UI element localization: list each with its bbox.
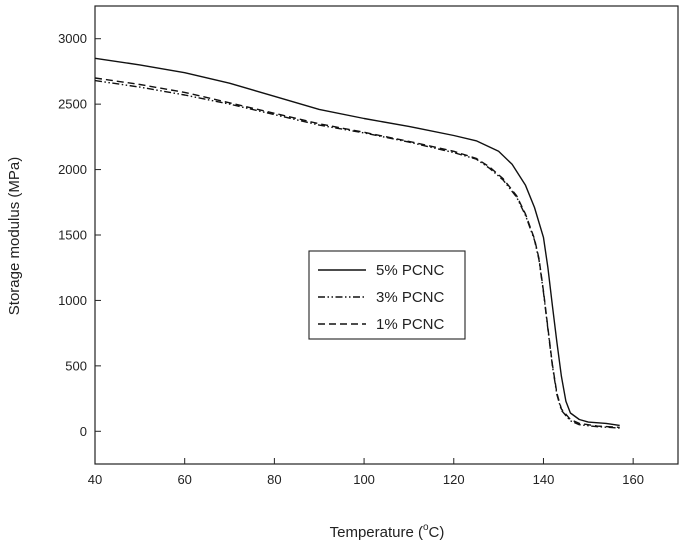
- x-tick-label: 140: [533, 472, 555, 487]
- x-axis-label-degree: o: [423, 522, 429, 533]
- y-tick-label: 2500: [58, 97, 87, 112]
- y-tick-label: 500: [65, 358, 87, 373]
- x-axis-label: Temperature (oC): [330, 522, 445, 541]
- x-tick-label: 120: [443, 472, 465, 487]
- legend-label-3: 1% PCNC: [376, 316, 445, 333]
- y-tick-label: 1500: [58, 228, 87, 243]
- y-tick-label: 3000: [58, 31, 87, 46]
- series-line-1: [94, 57, 620, 427]
- x-tick-label: 60: [177, 472, 191, 487]
- x-axis-ticks: 40 60 80 100 120 140 160: [88, 458, 644, 487]
- legend-label-1: 5% PCNC: [376, 262, 445, 279]
- y-tick-label: 2000: [58, 162, 87, 177]
- y-tick-label: 1000: [58, 293, 87, 308]
- x-axis-label-main: Temperature (: [330, 524, 423, 541]
- y-axis-label: Storage modulus (MPa): [6, 157, 23, 315]
- plot-area-frame: [94, 5, 679, 465]
- x-tick-label: 100: [353, 472, 375, 487]
- x-tick-label: 160: [622, 472, 644, 487]
- y-axis-ticks: 0 500 1000 1500 2000 2500 3000: [58, 31, 101, 439]
- data-series: [94, 57, 620, 429]
- series-line-3: [94, 77, 620, 429]
- x-axis-label-unit: C): [429, 524, 445, 541]
- legend-label-2: 3% PCNC: [376, 289, 445, 306]
- legend: 5% PCNC 3% PCNC 1% PCNC: [308, 250, 466, 340]
- x-tick-label: 40: [88, 472, 102, 487]
- x-tick-label: 80: [267, 472, 281, 487]
- y-tick-label: 0: [80, 424, 87, 439]
